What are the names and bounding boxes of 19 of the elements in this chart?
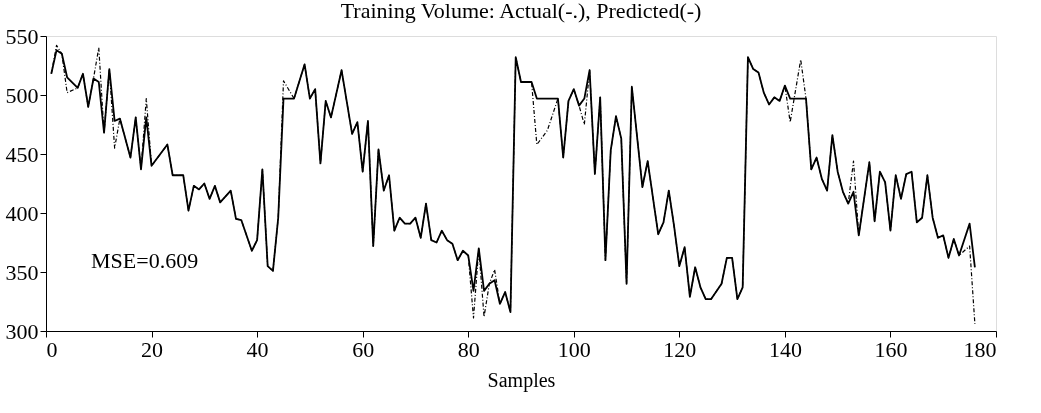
x-tick-label: 100 bbox=[557, 336, 591, 362]
x-tick-label: 0 bbox=[46, 336, 58, 362]
x-tick-label: 120 bbox=[663, 336, 697, 362]
x-axis-title: Samples bbox=[487, 368, 556, 392]
x-tick-label: 80 bbox=[457, 336, 480, 362]
chart-title: Training Volume: Actual(-.), Predicted(-) bbox=[340, 0, 702, 23]
y-tick-label: 300 bbox=[5, 318, 39, 344]
y-tick-label: 500 bbox=[5, 82, 39, 108]
x-tick-label: 160 bbox=[874, 336, 908, 362]
x-tick-label: 180 bbox=[963, 336, 997, 362]
x-tick-label: 40 bbox=[246, 336, 269, 362]
x-tick-label: 20 bbox=[141, 336, 164, 362]
y-tick-label: 400 bbox=[5, 200, 39, 226]
y-tick-label: 550 bbox=[5, 23, 39, 49]
annotation: MSE=0.609 bbox=[91, 248, 199, 273]
x-tick-label: 60 bbox=[352, 336, 375, 362]
y-tick-label: 450 bbox=[5, 141, 39, 167]
y-tick-label: 350 bbox=[5, 259, 39, 285]
x-tick-label: 140 bbox=[768, 336, 802, 362]
